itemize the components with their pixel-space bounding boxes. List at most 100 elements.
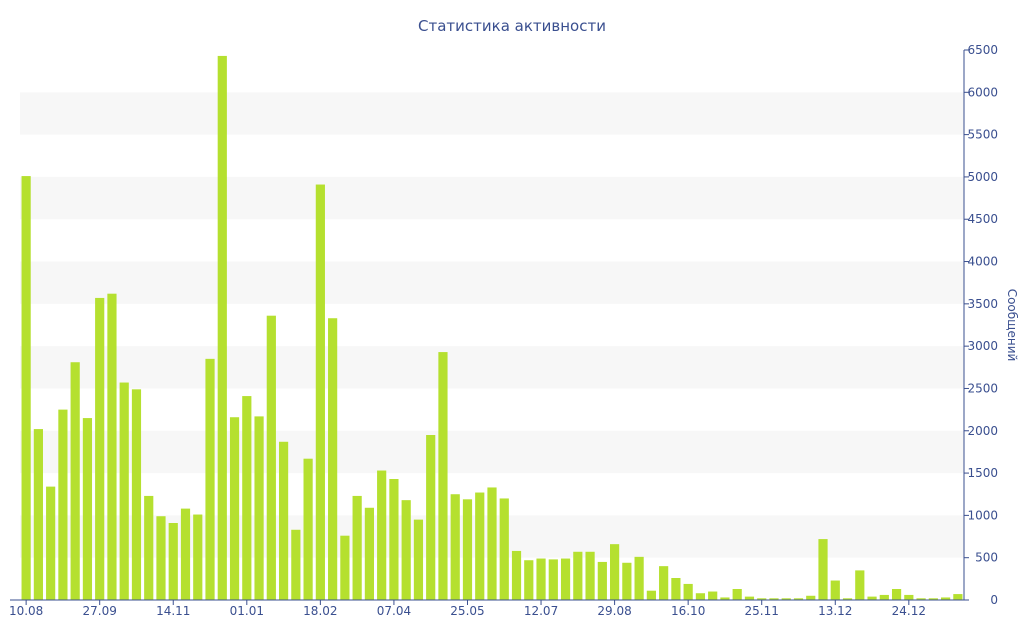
bar [413,519,424,600]
grid-bands [20,92,964,558]
y-axis: 0 500 1000 1500 2000 2500 3000 3500 4000 4500 5000… [963,43,998,607]
bar [95,297,105,600]
x-tick-label: 16.10 [671,604,705,618]
y-tick-label: 3500 [967,297,998,311]
y-tick-label: 2000 [967,424,998,438]
bar [254,416,264,600]
bar [953,594,963,600]
y-axis-label: Сообщений [1005,289,1019,362]
bar [842,598,853,600]
bar [560,558,571,600]
x-tick-label: 24.12 [892,604,926,618]
bar [107,293,117,600]
bar [585,551,595,600]
bar [21,176,31,601]
bar [70,362,80,600]
bar [855,570,865,600]
y-tick-label: 500 [975,551,998,565]
bar [278,441,289,600]
chart-title: Статистика активности [418,17,606,35]
y-tick-label: 1500 [967,466,998,480]
y-tick-label: 5500 [967,128,998,142]
bar [904,594,914,600]
bar [867,596,877,600]
bar [695,593,706,600]
bar [364,507,374,600]
bar [916,598,926,600]
bar [340,535,350,600]
y-tick-label: 1000 [967,508,998,522]
bar [352,495,362,600]
bar [377,470,387,600]
x-tick-label: 29.08 [597,604,631,618]
y-tick-label: 6500 [967,43,998,57]
bar [487,487,497,600]
bar [646,590,656,600]
bar [830,580,840,600]
x-tick-label: 12.07 [524,604,558,618]
bar [499,498,509,600]
bar [941,597,951,600]
bar [242,396,252,600]
bar [806,595,816,600]
bar [928,598,938,600]
bar [401,500,411,600]
bar [622,562,632,600]
bar-series [21,55,963,601]
bar [524,560,534,600]
bar [573,551,583,600]
bar [205,358,215,600]
grid-band [20,430,964,474]
bar [475,492,485,600]
grid-band [20,176,964,220]
bar [168,523,178,600]
bar [818,539,828,600]
bar [229,417,240,600]
bar [131,389,142,600]
bar [33,429,43,600]
bar [266,315,276,600]
y-tick-label: 4000 [967,255,998,269]
x-tick-label: 14.11 [156,604,190,618]
grid-band [20,261,964,304]
y-tick-label: 4500 [967,212,998,226]
bar [708,591,718,600]
bar [793,598,804,600]
bar [462,499,473,600]
bar [450,494,460,600]
bar [315,184,325,601]
x-tick-label: 13.12 [818,604,852,618]
y-tick-label: 6000 [967,85,998,99]
x-tick-label: 10.08 [9,604,43,618]
bar [303,458,313,600]
bar [757,598,767,600]
grid-band [20,346,964,389]
bar [46,486,56,600]
bar [610,544,620,600]
bar [659,566,669,600]
bar [217,55,227,600]
y-tick-label: 5000 [967,170,998,184]
bar [879,594,889,600]
grid-band [20,92,964,135]
bar [328,318,338,600]
bar [180,508,191,600]
y-tick-label: 3000 [967,339,998,353]
bar [634,556,644,600]
bar [82,418,93,600]
bar [193,514,203,600]
bar [291,529,301,600]
y-tick-label: 0 [990,593,998,607]
bar [597,561,607,600]
x-tick-label: 18.02 [303,604,337,618]
bar [732,589,742,600]
bar [536,558,546,600]
bar [683,583,693,600]
bar [156,516,166,600]
x-tick-label: 27.09 [83,604,117,618]
x-tick-label: 01.01 [230,604,264,618]
x-tick-label: 07.04 [377,604,411,618]
x-axis: 10.08 27.09 14.11 01.01 18.02 07.04 25.05 12.07… [9,599,964,618]
